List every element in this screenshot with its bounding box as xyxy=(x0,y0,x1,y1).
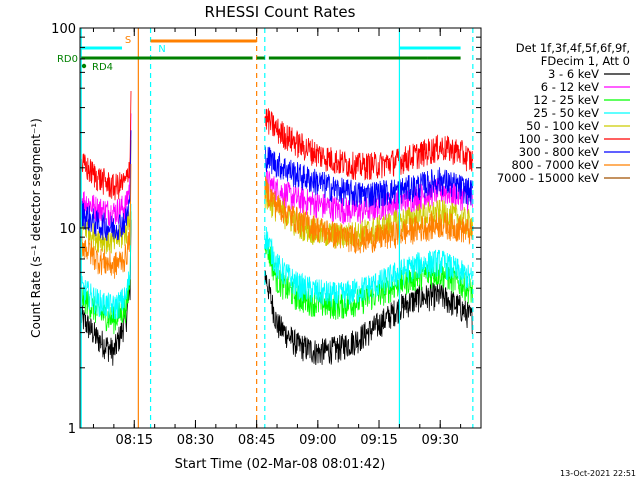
x-axis-label: Start Time (02-Mar-08 08:01:42) xyxy=(175,457,386,472)
legend-label-300-800-kev: 300 - 800 keV xyxy=(519,145,599,159)
series-line-800-7000-kev-1 xyxy=(264,175,473,254)
x-tick-label-09-00: 09:00 xyxy=(299,433,336,448)
y-axis-label: Count Rate (s⁻¹ detector segment⁻¹) xyxy=(29,118,43,338)
series-line-50-100-kev-1 xyxy=(264,184,473,249)
legend-label-12-25-kev: 12 - 25 keV xyxy=(533,93,599,107)
legend: Det 1f,3f,4f,5f,6f,9f,FDecim 1, Att 03 -… xyxy=(497,41,630,185)
state-bars-layer: S N RD0 RD4 xyxy=(57,35,461,73)
legend-label-25-50-kev: 25 - 50 keV xyxy=(533,106,599,120)
legend-header-0: Det 1f,3f,4f,5f,6f,9f, xyxy=(516,41,630,55)
series-line-100-300-kev-1 xyxy=(264,108,473,181)
series-layer xyxy=(80,90,473,366)
state-label-rd4: RD4 xyxy=(92,62,113,73)
x-tick-label-08-15: 08:15 xyxy=(116,433,153,448)
markers-layer xyxy=(80,28,474,428)
x-tick-label-09-30: 09:30 xyxy=(421,433,458,448)
timestamp-label: 13-Oct-2021 22:51 xyxy=(560,469,636,478)
legend-label-7000-15000-kev: 7000 - 15000 keV xyxy=(497,171,599,185)
series-line-3-6-kev-0 xyxy=(80,219,132,366)
legend-header-1: FDecim 1, Att 0 xyxy=(541,54,630,68)
chart-title: RHESSI Count Rates xyxy=(205,3,356,21)
series-line-3-6-kev-1 xyxy=(264,270,473,366)
series-line-6-12-kev-1 xyxy=(264,169,473,225)
x-tick-label-08-30: 08:30 xyxy=(177,433,214,448)
axes-layer: 08:15 08:30 08:45 09:00 09:15 09:30 1 10 100 xyxy=(51,22,482,448)
legend-label-3-6-kev: 3 - 6 keV xyxy=(548,67,599,81)
legend-label-800-7000-kev: 800 - 7000 keV xyxy=(511,158,599,172)
series-line-100-300-kev-0 xyxy=(80,90,132,201)
x-tick-label-08-45: 08:45 xyxy=(238,433,275,448)
x-tick-label-09-15: 09:15 xyxy=(360,433,397,448)
series-line-300-800-kev-1 xyxy=(264,146,473,209)
legend-label-100-300-kev: 100 - 300 keV xyxy=(519,132,599,146)
y-tick-label-100: 100 xyxy=(51,22,76,37)
rd4-dot xyxy=(81,63,87,69)
series-line-25-50-kev-0 xyxy=(80,203,132,320)
state-label-n: N xyxy=(158,44,165,55)
series-line-800-7000-kev-0 xyxy=(80,163,132,279)
series-line-300-800-kev-0 xyxy=(80,130,132,241)
state-label-s: S xyxy=(125,35,131,46)
series-line-25-50-kev-1 xyxy=(264,226,473,311)
state-label-rd0: RD0 xyxy=(57,54,78,65)
legend-label-50-100-kev: 50 - 100 keV xyxy=(526,119,599,133)
y-tick-label-10: 10 xyxy=(59,222,76,237)
legend-label-6-12-kev: 6 - 12 keV xyxy=(541,80,599,94)
y-tick-label-1: 1 xyxy=(68,422,76,437)
